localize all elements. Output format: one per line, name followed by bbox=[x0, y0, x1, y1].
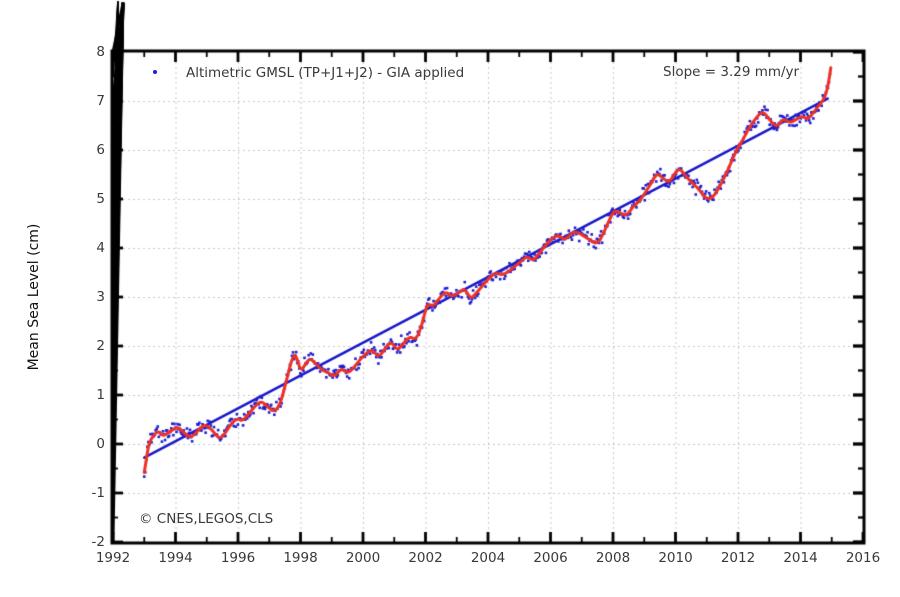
y-tick-label: 0 bbox=[96, 436, 105, 452]
y-tick-label: 4 bbox=[96, 240, 105, 256]
y-tick-label: 6 bbox=[96, 142, 105, 158]
x-tick-label: 1998 bbox=[283, 550, 318, 566]
x-tick-label: 2000 bbox=[345, 550, 381, 566]
y-tick-label: 7 bbox=[96, 93, 105, 109]
y-tick-label: 5 bbox=[96, 191, 105, 207]
y-tick-label: 8 bbox=[96, 44, 105, 60]
legend-scatter-marker-icon bbox=[153, 70, 157, 74]
y-tick-label: 3 bbox=[96, 289, 105, 305]
x-tick-label: 2002 bbox=[408, 550, 443, 566]
x-tick-label: 2014 bbox=[783, 550, 818, 566]
y-axis-title: Mean Sea Level (cm) bbox=[26, 223, 42, 371]
x-tick-label: 2004 bbox=[470, 550, 506, 566]
x-tick-label: 1992 bbox=[95, 550, 131, 566]
x-tick-label: 2012 bbox=[720, 550, 756, 566]
x-tick-label: 2006 bbox=[533, 550, 568, 566]
x-tick-label: 1996 bbox=[220, 550, 256, 566]
y-tick-label: 1 bbox=[96, 387, 105, 403]
credit-annotation: © CNES,LEGOS,CLS bbox=[139, 511, 274, 527]
slope-annotation: Slope = 3.29 mm/yr bbox=[663, 64, 800, 80]
y-tick-label: -1 bbox=[91, 485, 105, 501]
x-tick-label: 1994 bbox=[158, 550, 193, 566]
y-tick-label: 2 bbox=[96, 338, 105, 354]
y-tick-label: -2 bbox=[91, 534, 105, 550]
legend-label: Altimetric GMSL (TP+J1+J2) - GIA applied bbox=[186, 65, 465, 81]
x-tick-label: 2010 bbox=[658, 550, 693, 566]
x-tick-label: 2008 bbox=[595, 550, 631, 566]
x-tick-label: 2016 bbox=[845, 550, 881, 566]
